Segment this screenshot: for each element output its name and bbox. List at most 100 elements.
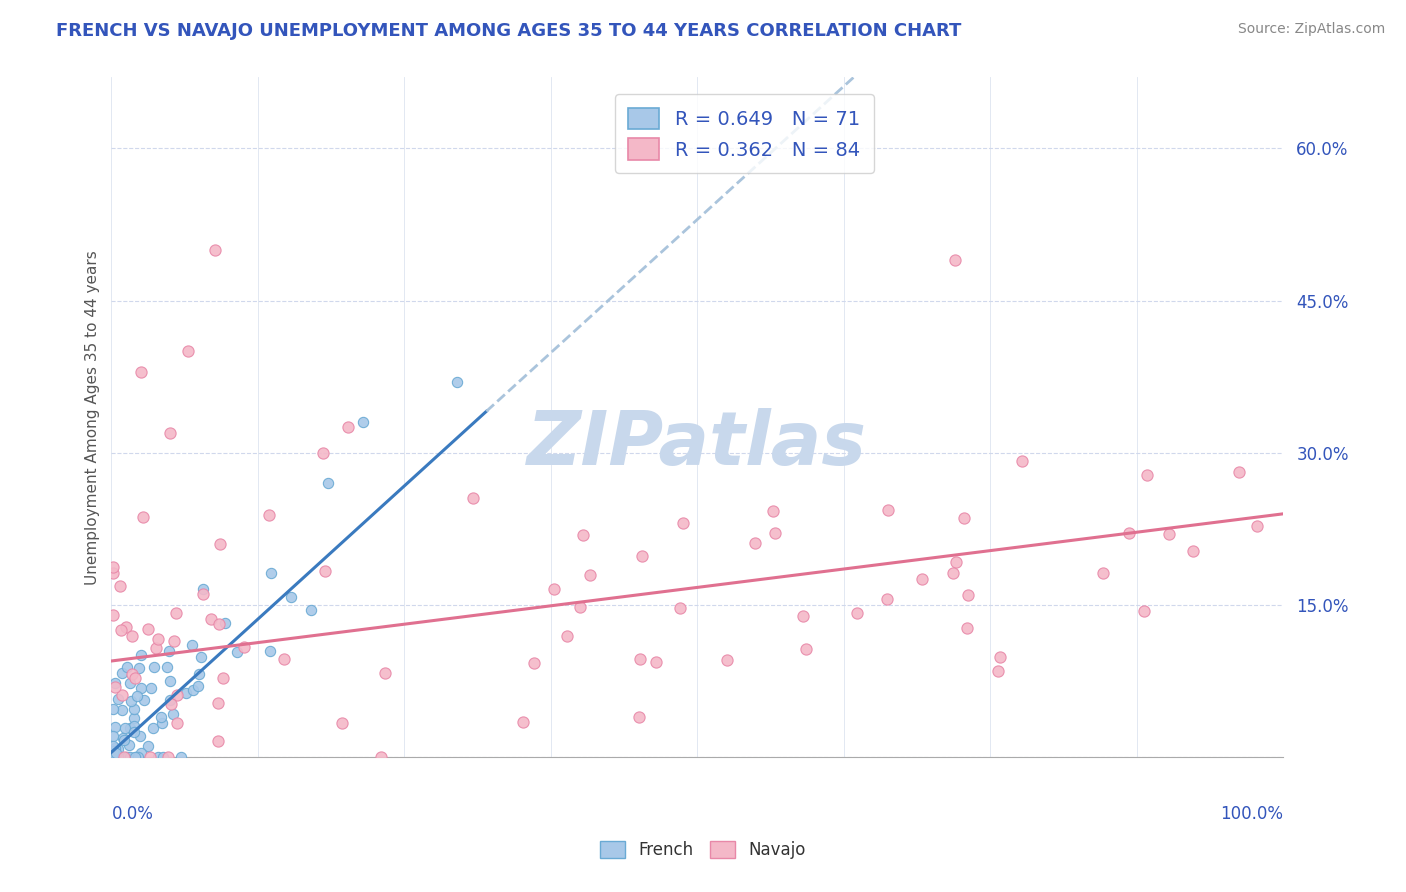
Text: FRENCH VS NAVAJO UNEMPLOYMENT AMONG AGES 35 TO 44 YEARS CORRELATION CHART: FRENCH VS NAVAJO UNEMPLOYMENT AMONG AGES… xyxy=(56,22,962,40)
Point xyxy=(120,694,142,708)
Point xyxy=(191,582,214,596)
Point xyxy=(374,666,396,681)
Point xyxy=(157,644,180,658)
Point xyxy=(762,504,785,518)
Point xyxy=(101,750,124,764)
Point xyxy=(139,681,162,695)
Point xyxy=(159,425,181,440)
Point xyxy=(104,740,127,755)
Point xyxy=(523,656,546,670)
Point xyxy=(101,607,124,622)
Point xyxy=(1157,526,1180,541)
Point xyxy=(111,688,134,702)
Point xyxy=(163,633,186,648)
Point xyxy=(877,503,900,517)
Point xyxy=(1118,525,1140,540)
Point xyxy=(104,676,127,690)
Point xyxy=(945,555,967,569)
Point xyxy=(152,750,174,764)
Point xyxy=(627,710,650,724)
Point xyxy=(110,666,132,681)
Point xyxy=(176,344,198,359)
Point xyxy=(156,660,179,674)
Point xyxy=(170,750,193,764)
Point xyxy=(143,660,166,674)
Point xyxy=(845,606,868,620)
Point xyxy=(314,564,336,578)
Point xyxy=(111,703,134,717)
Point xyxy=(129,365,152,379)
Point xyxy=(117,750,139,764)
Point xyxy=(121,667,143,681)
Point xyxy=(129,648,152,663)
Point xyxy=(156,750,179,764)
Point xyxy=(166,688,188,702)
Point xyxy=(204,243,226,257)
Text: 0.0%: 0.0% xyxy=(111,805,153,823)
Point xyxy=(136,739,159,753)
Point xyxy=(146,750,169,764)
Point xyxy=(330,715,353,730)
Point xyxy=(145,641,167,656)
Legend: R = 0.649   N = 71, R = 0.362   N = 84: R = 0.649 N = 71, R = 0.362 N = 84 xyxy=(614,94,873,173)
Point xyxy=(101,730,124,744)
Point xyxy=(174,686,197,700)
Point xyxy=(128,729,150,743)
Point xyxy=(124,750,146,764)
Point xyxy=(104,681,127,695)
Point xyxy=(120,750,142,764)
Point xyxy=(207,617,229,632)
Point xyxy=(744,536,766,550)
Point xyxy=(352,416,374,430)
Point xyxy=(214,616,236,631)
Point xyxy=(512,714,534,729)
Point xyxy=(125,750,148,764)
Point xyxy=(280,590,302,604)
Point xyxy=(112,750,135,764)
Point xyxy=(260,566,283,581)
Point xyxy=(181,638,204,652)
Point xyxy=(121,629,143,643)
Point xyxy=(259,644,281,658)
Point xyxy=(988,650,1011,665)
Point xyxy=(672,516,695,530)
Point xyxy=(124,718,146,732)
Point xyxy=(118,738,141,752)
Point xyxy=(1227,465,1250,479)
Point xyxy=(1136,467,1159,482)
Point xyxy=(568,599,591,614)
Point xyxy=(134,692,156,706)
Point xyxy=(104,719,127,733)
Y-axis label: Unemployment Among Ages 35 to 44 years: Unemployment Among Ages 35 to 44 years xyxy=(86,250,100,585)
Point xyxy=(316,476,339,491)
Point xyxy=(132,510,155,524)
Point xyxy=(956,621,979,635)
Point xyxy=(953,510,976,524)
Point xyxy=(150,715,173,730)
Point xyxy=(125,689,148,703)
Point xyxy=(1011,454,1033,468)
Point xyxy=(1092,566,1115,581)
Point xyxy=(103,702,125,716)
Point xyxy=(110,624,132,638)
Point xyxy=(579,568,602,582)
Point xyxy=(911,572,934,586)
Point xyxy=(162,707,184,722)
Point xyxy=(107,692,129,706)
Point xyxy=(117,659,139,673)
Point xyxy=(257,508,280,522)
Point xyxy=(114,721,136,735)
Point xyxy=(956,588,979,602)
Point xyxy=(112,733,135,747)
Point xyxy=(136,622,159,636)
Point xyxy=(139,750,162,764)
Point xyxy=(107,750,129,764)
Point xyxy=(128,661,150,675)
Point xyxy=(543,582,565,596)
Point xyxy=(187,679,209,693)
Point xyxy=(630,549,652,564)
Point xyxy=(124,750,146,764)
Point xyxy=(115,620,138,634)
Point xyxy=(107,741,129,756)
Point xyxy=(101,746,124,760)
